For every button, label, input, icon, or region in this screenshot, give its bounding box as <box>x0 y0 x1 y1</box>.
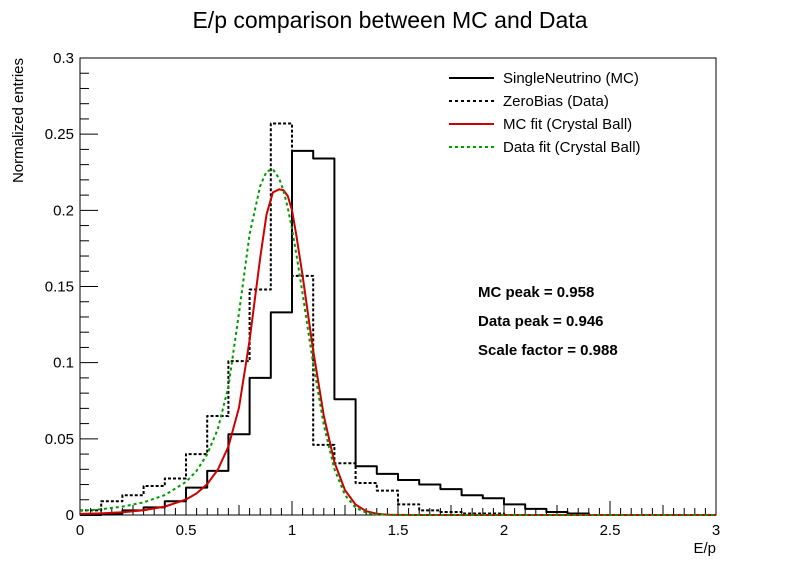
series-line-3 <box>79 168 716 516</box>
x-tick-label: 2.5 <box>600 522 621 539</box>
chart-title: E/p comparison between MC and Data <box>192 7 587 33</box>
legend-label: ZeroBias (Data) <box>503 93 609 110</box>
axis-ticks: 0 0.5 1 1.5 2 2.5 3 0 0.05 0.1 0.15 0.2 0.25 0.3 <box>45 50 720 539</box>
series-layer <box>79 122 716 516</box>
x-tick-label: 3 <box>712 522 720 539</box>
x-tick-label: 2 <box>500 522 508 539</box>
y-tick-label: 0.1 <box>53 355 74 372</box>
series-line-0 <box>80 149 716 516</box>
annotation-text: MC peak = 0.958 <box>478 284 594 301</box>
x-tick-label: 1 <box>288 522 296 539</box>
legend-label: Data fit (Crystal Ball) <box>503 139 641 156</box>
y-axis-label: Normalized entries <box>10 58 27 183</box>
legend: SingleNeutrino (MC) ZeroBias (Data) MC fit… <box>449 70 641 156</box>
y-tick-label: 0.25 <box>45 126 74 143</box>
series-line-1 <box>80 122 716 516</box>
y-tick-label: 0.05 <box>45 431 74 448</box>
x-tick-label: 1.5 <box>388 522 409 539</box>
x-tick-label: 0.5 <box>176 522 197 539</box>
annotation-text: Data peak = 0.946 <box>478 313 604 330</box>
series-line-2 <box>79 188 716 516</box>
legend-label: SingleNeutrino (MC) <box>503 70 639 87</box>
y-tick-label: 0.3 <box>53 50 74 67</box>
x-axis-label: E/p <box>693 540 716 557</box>
y-tick-label: 0 <box>66 507 74 524</box>
annotation-text: Scale factor = 0.988 <box>478 342 618 359</box>
y-tick-label: 0.15 <box>45 279 74 296</box>
x-tick-label: 0 <box>76 522 84 539</box>
legend-label: MC fit (Crystal Ball) <box>503 116 632 133</box>
annotations: MC peak = 0.958 Data peak = 0.946 Scale fa… <box>478 284 618 359</box>
y-tick-label: 0.2 <box>53 202 74 219</box>
